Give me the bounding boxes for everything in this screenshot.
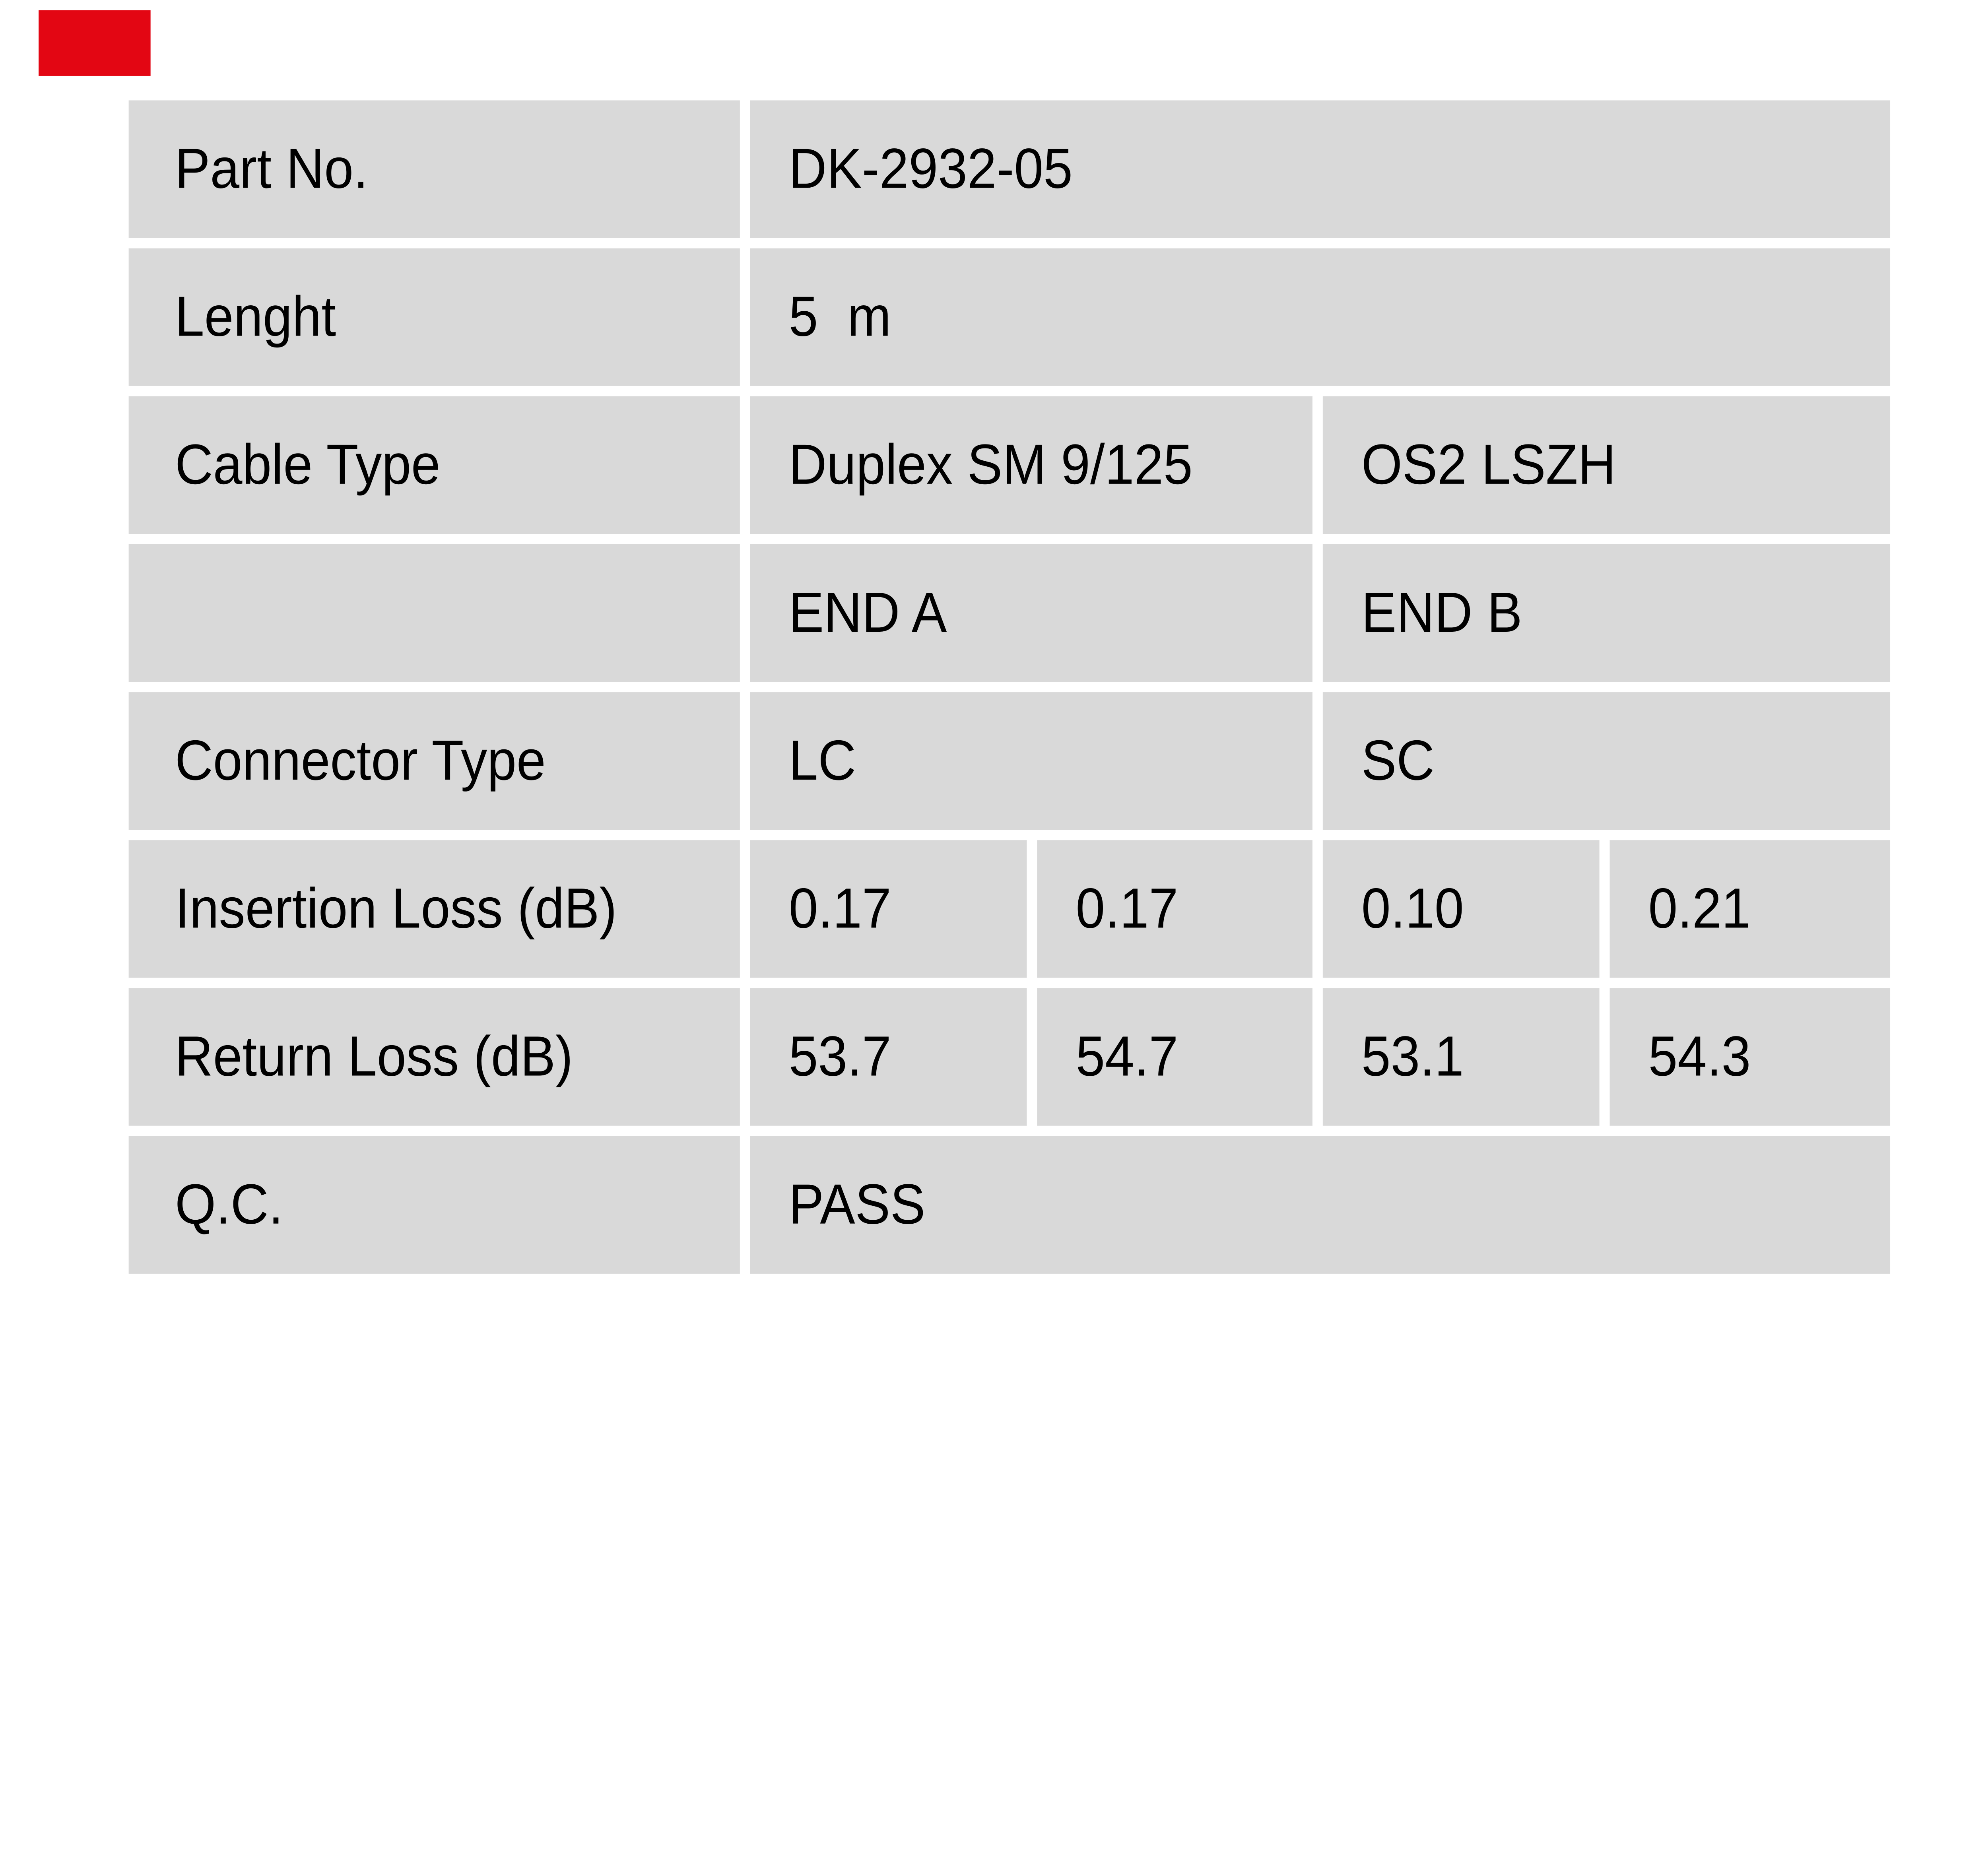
cable-type-label: Cable Type bbox=[128, 396, 740, 534]
insertion-loss-label: Insertion Loss (dB) bbox=[128, 840, 740, 978]
end-b-header: END B bbox=[1322, 544, 1891, 682]
qc-value: PASS bbox=[750, 1136, 1891, 1274]
qc-label-page: Part No. DK-2932-05 Lenght 5 m Cable Typ… bbox=[39, 10, 1891, 1274]
return-loss-value-4-text: 54.3 bbox=[1648, 1025, 1751, 1088]
insertion-loss-value-1-text: 0.17 bbox=[788, 877, 891, 940]
end-b-header-text: END B bbox=[1361, 581, 1522, 644]
return-loss-label-text: Return Loss (dB) bbox=[175, 1025, 573, 1088]
empty-label-cell bbox=[128, 544, 740, 682]
connector-type-label-text: Connector Type bbox=[175, 729, 546, 792]
return-loss-value-1: 53.7 bbox=[750, 988, 1027, 1126]
insertion-loss-value-3: 0.10 bbox=[1322, 840, 1600, 978]
insertion-loss-value-2: 0.17 bbox=[1037, 840, 1312, 978]
return-loss-value-2-text: 54.7 bbox=[1076, 1025, 1178, 1088]
qc-value-text: PASS bbox=[788, 1172, 926, 1236]
part-no-label-text: Part No. bbox=[175, 137, 368, 200]
insertion-loss-label-text: Insertion Loss (dB) bbox=[175, 877, 617, 940]
length-value: 5 m bbox=[750, 248, 1891, 386]
end-a-header-text: END A bbox=[788, 581, 947, 644]
return-loss-value-4: 54.3 bbox=[1609, 988, 1891, 1126]
length-value-text: 5 m bbox=[788, 285, 891, 348]
return-loss-value-3: 53.1 bbox=[1322, 988, 1600, 1126]
brand-logo bbox=[39, 10, 151, 76]
part-no-label: Part No. bbox=[128, 100, 740, 238]
cable-type-value-2-text: OS2 LSZH bbox=[1361, 433, 1616, 496]
return-loss-value-2: 54.7 bbox=[1037, 988, 1312, 1126]
connector-type-end-b: SC bbox=[1322, 692, 1891, 830]
connector-type-end-a: LC bbox=[750, 692, 1312, 830]
cable-type-value-1-text: Duplex SM 9/125 bbox=[788, 433, 1193, 496]
cable-type-label-text: Cable Type bbox=[175, 433, 441, 496]
insertion-loss-value-3-text: 0.10 bbox=[1361, 877, 1464, 940]
length-label: Lenght bbox=[128, 248, 740, 386]
return-loss-value-3-text: 53.1 bbox=[1361, 1025, 1464, 1088]
cable-type-value-1: Duplex SM 9/125 bbox=[750, 396, 1312, 534]
connector-type-end-a-text: LC bbox=[788, 729, 856, 792]
cable-type-value-2: OS2 LSZH bbox=[1322, 396, 1891, 534]
qc-spec-table: Part No. DK-2932-05 Lenght 5 m Cable Typ… bbox=[128, 100, 1891, 1274]
return-loss-value-1-text: 53.7 bbox=[788, 1025, 891, 1088]
qc-label: Q.C. bbox=[128, 1136, 740, 1274]
insertion-loss-value-4-text: 0.21 bbox=[1648, 877, 1751, 940]
qc-label-text: Q.C. bbox=[175, 1172, 283, 1236]
connector-type-label: Connector Type bbox=[128, 692, 740, 830]
end-a-header: END A bbox=[750, 544, 1312, 682]
part-no-value: DK-2932-05 bbox=[750, 100, 1891, 238]
part-no-value-text: DK-2932-05 bbox=[788, 137, 1073, 200]
insertion-loss-value-1: 0.17 bbox=[750, 840, 1027, 978]
return-loss-label: Return Loss (dB) bbox=[128, 988, 740, 1126]
insertion-loss-value-4: 0.21 bbox=[1609, 840, 1891, 978]
insertion-loss-value-2-text: 0.17 bbox=[1076, 877, 1178, 940]
connector-type-end-b-text: SC bbox=[1361, 729, 1435, 792]
length-label-text: Lenght bbox=[175, 285, 336, 348]
